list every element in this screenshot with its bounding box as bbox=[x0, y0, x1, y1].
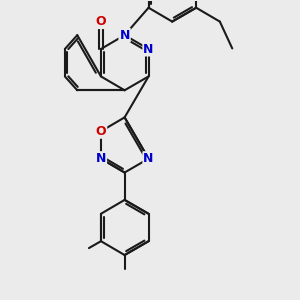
Text: O: O bbox=[96, 125, 106, 138]
Text: O: O bbox=[96, 15, 106, 28]
Text: N: N bbox=[143, 43, 154, 56]
Text: N: N bbox=[143, 152, 154, 165]
Text: N: N bbox=[96, 152, 106, 165]
Text: N: N bbox=[119, 29, 130, 42]
